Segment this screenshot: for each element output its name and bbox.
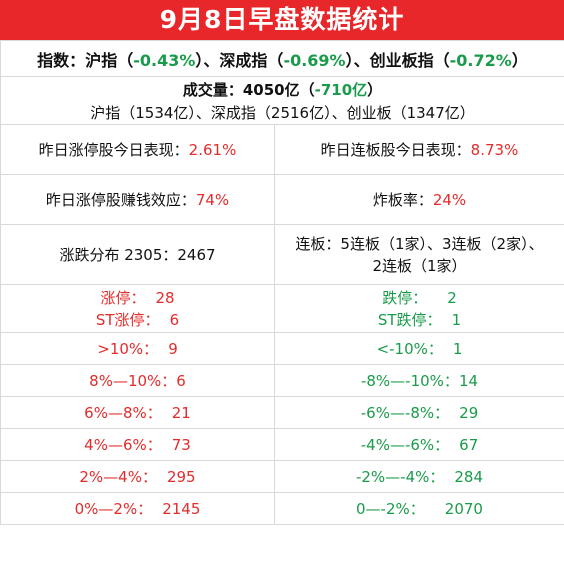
range-down-cell: -2%—-4%： 284 (274, 460, 564, 493)
range-up-cell: 8%—10%：6 (0, 364, 275, 397)
lb-perf-value: 8.73% (470, 141, 519, 159)
range-up-value: 21 (171, 404, 191, 422)
index-value-cyb: -0.72% (449, 50, 512, 70)
range-down-value: 29 (459, 404, 479, 422)
range-row: 6%—8%： 21 -6%—-8%： 29 (0, 396, 564, 429)
index-name-sh: 沪指 (85, 50, 118, 70)
range-down-cell: -4%—-6%： 67 (274, 428, 564, 461)
range-up-value: 73 (171, 436, 191, 454)
range-down-cell: 0—-2%： 2070 (274, 492, 564, 525)
zb-rate-label: 炸板率： (372, 191, 433, 209)
index-value-sh: -0.43% (133, 50, 196, 70)
st-dt-label: ST跌停： (377, 310, 442, 329)
range-down-label: -2%—-4%： (355, 468, 445, 486)
range-up-label: 4%—6%： (84, 436, 162, 454)
range-up-label: 2%—4%： (79, 468, 157, 486)
index-label: 指数： (37, 50, 86, 70)
zt-value: 28 (155, 288, 175, 307)
range-row: 4%—6%： 73 -4%—-6%： 67 (0, 428, 564, 461)
index-row: 指数：沪指（-0.43%）、深成指（-0.69%）、创业板指（-0.72%） (0, 40, 564, 77)
zb-rate-cell: 炸板率：24% (274, 174, 564, 225)
zt-money-cell: 昨日涨停股赚钱效应：74% (0, 174, 275, 225)
range-down-cell: <-10%： 1 (274, 332, 564, 365)
range-down-label: -6%—-8%： (360, 404, 450, 422)
st-dt-value: 1 (451, 310, 462, 329)
range-up-label: 8%—10%： (89, 372, 177, 390)
range-down-label: -8%—-10%： (360, 372, 459, 390)
zt-perf-cell: 昨日涨停股今日表现：2.61% (0, 124, 275, 175)
zt-perf-label: 昨日涨停股今日表现： (38, 141, 189, 159)
zt-money-label: 昨日涨停股赚钱效应： (45, 191, 196, 209)
range-down-label: <-10%： (376, 340, 443, 358)
zt-perf-value: 2.61% (188, 141, 237, 159)
index-cell: 指数：沪指（-0.43%）、深成指（-0.69%）、创业板指（-0.72%） (0, 40, 564, 77)
range-up-cell: 0%—2%： 2145 (0, 492, 275, 525)
range-up-value: 2145 (162, 500, 201, 518)
zt-cell: 涨停： 28 ST涨停： 6 (0, 284, 275, 333)
volume-change: -710亿 (314, 80, 368, 99)
range-up-value: 9 (168, 340, 178, 358)
range-up-cell: 6%—8%： 21 (0, 396, 275, 429)
range-down-value: 284 (454, 468, 484, 486)
index-separator: 、 (203, 50, 220, 70)
volume-detail: 沪指（1534亿）、深成指（2516亿）、创业板（1347亿） (90, 103, 475, 122)
range-row: 0%—2%： 2145 0—-2%： 2070 (0, 492, 564, 525)
range-down-cell: -8%—-10%：14 (274, 364, 564, 397)
range-up-label: 6%—8%： (84, 404, 162, 422)
st-zt-label: ST涨停： (95, 310, 160, 329)
dt-label: 跌停： (382, 288, 428, 307)
range-up-value: 295 (166, 468, 196, 486)
range-row: 2%—4%： 295 -2%—-4%： 284 (0, 460, 564, 493)
range-row: 8%—10%：6 -8%—-10%：14 (0, 364, 564, 397)
dt-cell: 跌停： 2 ST跌停： 1 (274, 284, 564, 333)
lianban-cell: 连板：5连板（1家）、3连板（2家）、 2连板（1家） (274, 224, 564, 285)
lianban-line2: 2连板（1家） (372, 256, 467, 275)
range-up-cell: 2%—4%： 295 (0, 460, 275, 493)
range-row: >10%： 9 <-10%： 1 (0, 332, 564, 365)
volume-cell: 成交量：4050亿（-710亿） 沪指（1534亿）、深成指（2516亿）、创业… (0, 76, 564, 125)
zb-rate-value: 24% (432, 191, 467, 209)
lianban-line1: 连板：5连板（1家）、3连板（2家）、 (295, 234, 544, 253)
range-down-value: 67 (459, 436, 479, 454)
money-row: 昨日涨停股赚钱效应：74% 炸板率：24% (0, 174, 564, 225)
lb-perf-label: 昨日连板股今日表现： (320, 141, 471, 159)
index-value-sz: -0.69% (283, 50, 346, 70)
zt-label: 涨停： (100, 288, 146, 307)
lb-perf-cell: 昨日连板股今日表现：8.73% (274, 124, 564, 175)
range-down-value: 1 (452, 340, 463, 358)
page-title: 9月8日早盘数据统计 (0, 0, 564, 40)
range-up-value: 6 (176, 372, 186, 390)
limits-row: 涨停： 28 ST涨停： 6 跌停： 2 ST跌停： 1 (0, 284, 564, 333)
index-name-cyb: 创业板指 (369, 50, 434, 70)
range-up-cell: >10%： 9 (0, 332, 275, 365)
dt-value: 2 (447, 288, 457, 307)
volume-row: 成交量：4050亿（-710亿） 沪指（1534亿）、深成指（2516亿）、创业… (0, 76, 564, 125)
stats-table: 指数：沪指（-0.43%）、深成指（-0.69%）、创业板指（-0.72%） 成… (0, 40, 564, 525)
range-up-cell: 4%—6%： 73 (0, 428, 275, 461)
range-down-label: -4%—-6%： (360, 436, 450, 454)
range-down-label: 0—-2%： (356, 500, 425, 518)
zt-money-value: 74% (195, 191, 230, 209)
range-up-label: 0%—2%： (74, 500, 153, 518)
st-zt-value: 6 (169, 310, 180, 329)
perf-row: 昨日涨停股今日表现：2.61% 昨日连板股今日表现：8.73% (0, 124, 564, 175)
index-separator: 、 (353, 50, 370, 70)
range-down-value: 2070 (444, 500, 483, 518)
range-down-cell: -6%—-8%： 29 (274, 396, 564, 429)
distribution-row: 涨跌分布 2305：2467 连板：5连板（1家）、3连板（2家）、 2连板（1… (0, 224, 564, 285)
distribution-cell: 涨跌分布 2305：2467 (0, 224, 275, 285)
range-up-label: >10%： (97, 340, 159, 358)
range-down-value: 14 (458, 372, 479, 390)
index-name-sz: 深成指 (219, 50, 268, 70)
volume-label: 成交量：4050亿 (182, 80, 300, 99)
